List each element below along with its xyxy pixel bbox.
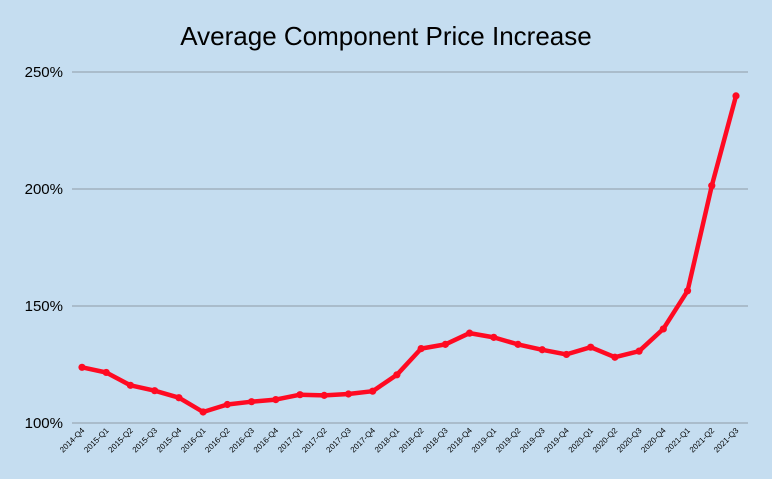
- data-point: [514, 340, 522, 348]
- x-axis: 2014-Q42015-Q12015-Q22015-Q32015-Q42016-…: [58, 426, 741, 455]
- x-tick-label: 2015-Q4: [155, 426, 184, 455]
- data-point: [441, 340, 449, 348]
- data-point: [272, 396, 280, 404]
- data-point: [126, 381, 135, 389]
- x-tick-label: 2015-Q1: [82, 426, 111, 455]
- x-tick-label: 2020-Q3: [615, 426, 644, 455]
- x-tick-label: 2016-Q4: [252, 426, 281, 455]
- data-point: [732, 92, 740, 100]
- x-tick-label: 2019-Q4: [542, 426, 571, 455]
- data-series: [78, 92, 740, 416]
- data-point: [320, 391, 328, 399]
- data-point: [417, 344, 425, 353]
- x-tick-label: 2020-Q1: [567, 426, 596, 455]
- x-tick-label: 2017-Q3: [324, 426, 353, 455]
- data-point: [611, 353, 619, 361]
- x-tick-label: 2016-Q2: [203, 426, 232, 455]
- data-point: [659, 325, 667, 333]
- x-tick-label: 2017-Q4: [349, 426, 378, 455]
- y-tick-label: 150%: [25, 298, 63, 315]
- y-tick-label: 200%: [25, 181, 63, 198]
- x-tick-label: 2017-Q1: [276, 426, 305, 455]
- data-point: [296, 391, 304, 399]
- data-point: [683, 287, 692, 295]
- data-point: [78, 363, 86, 371]
- data-point: [587, 343, 595, 351]
- x-tick-label: 2020-Q2: [591, 426, 620, 455]
- gridlines: [72, 71, 748, 424]
- x-tick-label: 2016-Q1: [179, 426, 208, 455]
- data-point: [151, 387, 159, 395]
- x-tick-label: 2021-Q3: [712, 426, 741, 455]
- data-point: [465, 329, 474, 337]
- series-line: [79, 93, 739, 415]
- x-tick-label: 2018-Q3: [421, 426, 450, 455]
- data-point: [247, 398, 256, 406]
- x-tick-label: 2015-Q2: [106, 426, 135, 455]
- data-point: [393, 371, 401, 379]
- data-point: [562, 350, 571, 359]
- data-point: [369, 387, 377, 395]
- x-tick-label: 2015-Q3: [131, 426, 160, 455]
- data-point: [175, 394, 183, 402]
- y-tick-label: 250%: [25, 64, 63, 81]
- x-tick-label: 2019-Q2: [494, 426, 523, 455]
- data-point: [538, 346, 546, 354]
- x-tick-label: 2019-Q1: [470, 426, 499, 455]
- data-point: [102, 368, 110, 377]
- x-tick-label: 2019-Q3: [518, 426, 547, 455]
- data-point: [199, 408, 207, 416]
- x-tick-label: 2018-Q1: [373, 426, 402, 455]
- y-axis: 100% 150% 200% 250%: [25, 64, 63, 432]
- x-tick-label: 2018-Q2: [397, 426, 426, 455]
- x-tick-label: 2018-Q4: [446, 426, 475, 455]
- data-point: [344, 390, 353, 398]
- data-point: [223, 400, 231, 409]
- data-point: [708, 182, 716, 190]
- data-point: [490, 333, 498, 341]
- chart-title: Average Component Price Increase: [180, 21, 591, 51]
- x-tick-label: 2020-Q4: [639, 426, 668, 455]
- x-tick-label: 2017-Q2: [300, 426, 329, 455]
- data-point: [635, 347, 643, 355]
- x-tick-label: 2021-Q1: [664, 426, 693, 455]
- x-tick-label: 2016-Q3: [228, 426, 257, 455]
- x-tick-label: 2021-Q2: [688, 426, 717, 455]
- y-tick-label: 100%: [25, 415, 63, 432]
